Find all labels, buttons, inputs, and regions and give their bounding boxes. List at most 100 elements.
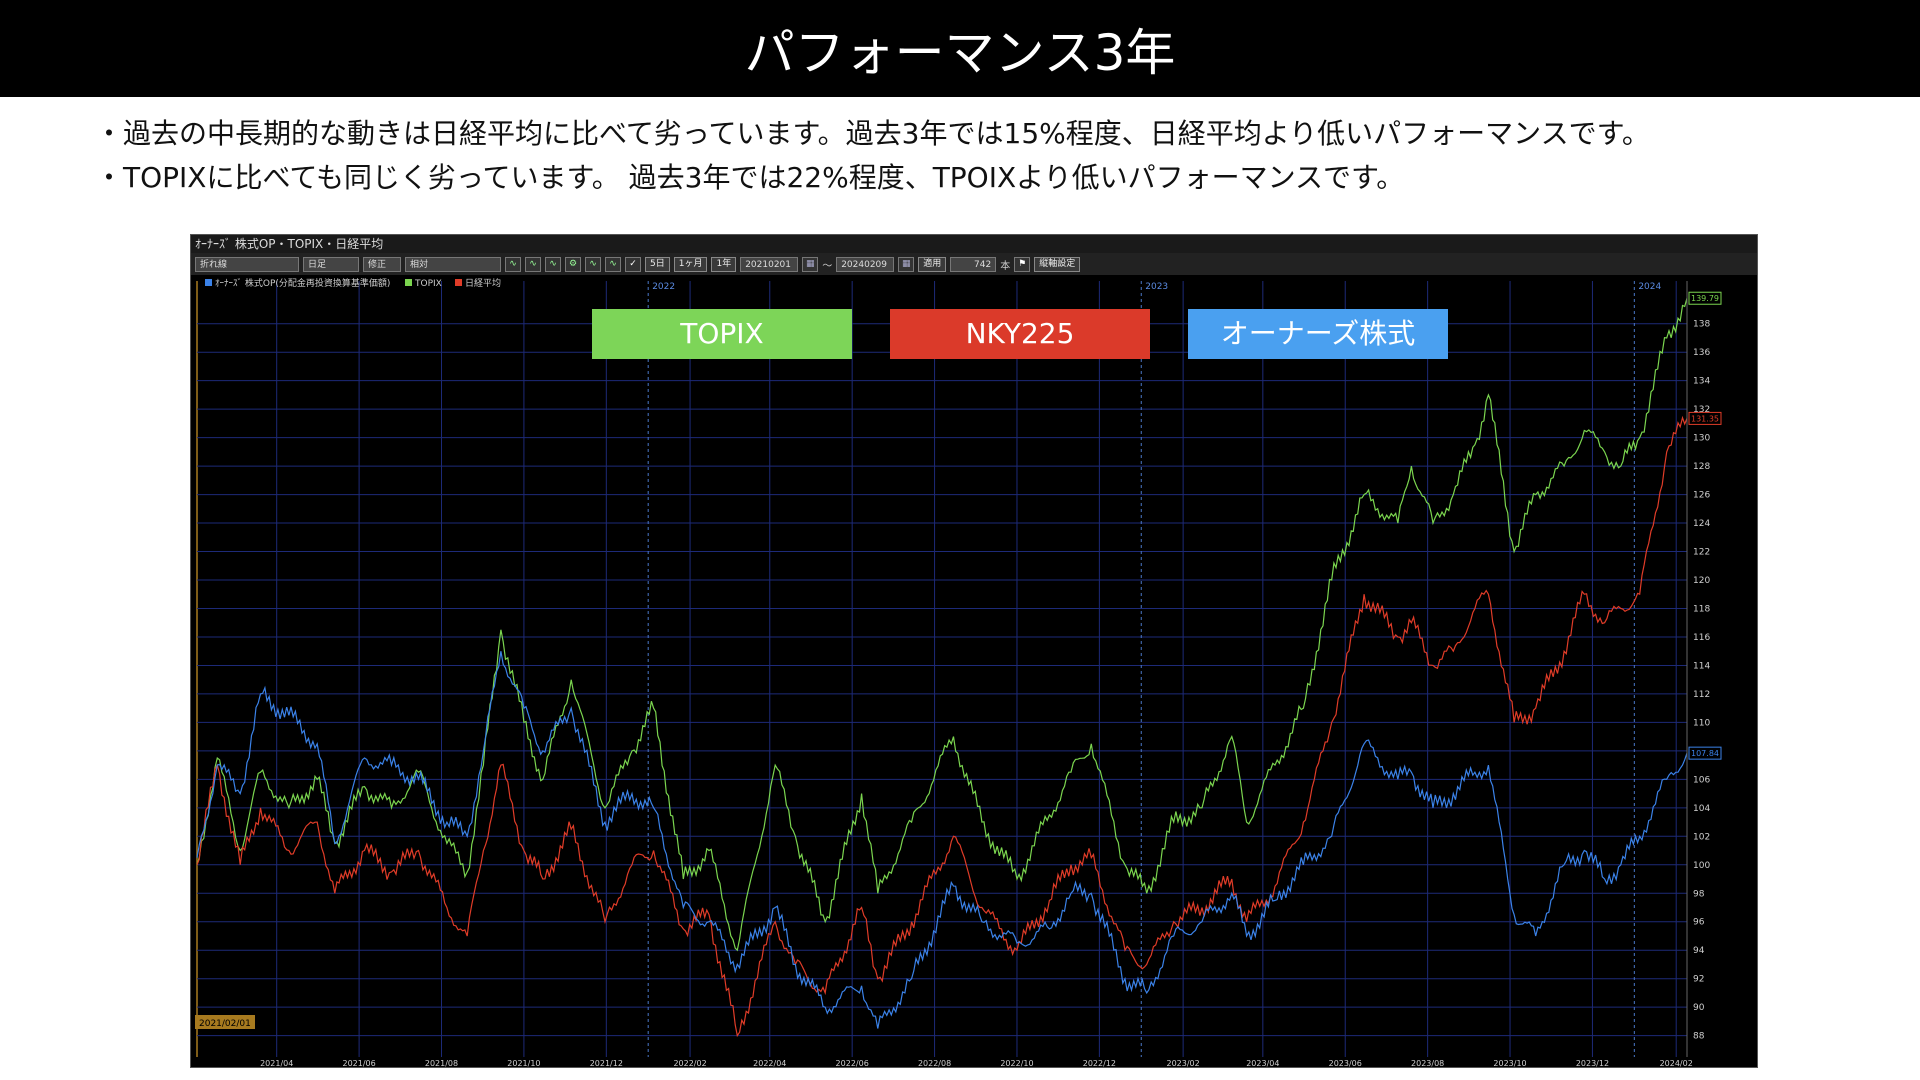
y-tick-label: 102 (1693, 832, 1710, 842)
end-value-label-nikkei: 131.35 (1691, 414, 1719, 423)
series-line-nikkei (196, 415, 1688, 1038)
y-tick-label: 128 (1693, 462, 1710, 472)
x-tick-label: 2021/10 (507, 1059, 540, 1067)
trend-icon[interactable]: ∿ (605, 256, 621, 272)
y-tick-label: 114 (1693, 661, 1710, 671)
series-line-topix (196, 298, 1688, 952)
date-from-input[interactable]: 20210201 (740, 256, 799, 272)
start-date-badge: 2021/02/01 (195, 1015, 255, 1029)
y-tick-label: 88 (1693, 1032, 1705, 1042)
check-icon[interactable]: ✓ (625, 256, 641, 272)
x-tick-label: 2023/10 (1493, 1059, 1526, 1067)
compare-chart-icon[interactable]: ∿ (545, 256, 561, 272)
scale-select[interactable]: 相対 (405, 256, 501, 272)
y-tick-label: 136 (1693, 348, 1710, 358)
adjust-select[interactable]: 修正 (363, 256, 401, 272)
x-tick-label: 2022/02 (673, 1059, 706, 1067)
line-chart-icon[interactable]: ∿ (505, 256, 521, 272)
overlay-badge-topix: TOPIX (592, 309, 852, 359)
y-tick-label: 106 (1693, 775, 1710, 785)
y-tick-label: 92 (1693, 975, 1704, 985)
legend-label-nikkei: 日経平均 (465, 277, 501, 289)
slide-title: パフォーマンス3年 (0, 0, 1920, 97)
legend-label-owners: ｵｰﾅｰｽﾞ 株式OP(分配金再投資換算基準価額) (215, 277, 390, 289)
legend-swatch-topix (405, 279, 412, 286)
overlay-label-topix: TOPIX (679, 317, 763, 350)
chart-window: ｵｰﾅｰｽﾞ 株式OP・TOPIX・日経平均 折れ線 日足 修正 相対 ∿ ∿ … (190, 234, 1758, 1068)
date-separator: 〜 (822, 260, 833, 272)
area-chart-icon[interactable]: ∿ (525, 256, 541, 272)
y-tick-label: 122 (1693, 548, 1710, 558)
overlay-label-nikkei: NKY225 (966, 317, 1075, 350)
y-tick-label: 130 (1693, 434, 1710, 444)
x-tick-label: 2022/12 (1083, 1059, 1116, 1067)
x-tick-label: 2021/12 (590, 1059, 623, 1067)
range-1m-button[interactable]: 1ヶ月 (673, 256, 708, 272)
year-marker-label: 2023 (1145, 282, 1168, 292)
bullet-list: ・過去の中長期的な動きは日経平均に比べて劣っています。過去3年では15%程度、日… (95, 112, 1895, 200)
bullet-item-1: ・過去の中長期的な動きは日経平均に比べて劣っています。過去3年では15%程度、日… (95, 117, 1650, 150)
overlay-label-owners: オーナーズ株式 (1221, 317, 1416, 350)
end-value-box-nikkei (1688, 411, 1722, 425)
x-tick-label: 2024/02 (1660, 1059, 1693, 1067)
series-lines (196, 298, 1688, 1038)
end-value-box-topix (1688, 291, 1722, 305)
y-tick-label: 138 (1693, 320, 1710, 330)
bar-count-input[interactable]: 742 (950, 256, 997, 272)
legend-label-topix: TOPIX (414, 279, 442, 289)
indicator-icon[interactable]: ∿ (585, 256, 601, 272)
date-to-input[interactable]: 20240209 (836, 256, 895, 272)
x-tick-label: 2021/04 (260, 1059, 293, 1067)
x-tick-label: 2022/08 (918, 1059, 951, 1067)
x-tick-label: 2021/08 (425, 1059, 458, 1067)
year-markers: 2022 2023 2024 (647, 281, 1661, 1057)
legend-swatch-owners (205, 279, 212, 286)
y-tick-label: 132 (1693, 405, 1710, 415)
series-line-owners (196, 651, 1688, 1029)
y-tick-label: 116 (1693, 633, 1710, 643)
calendar-icon[interactable]: ▦ (898, 256, 915, 272)
y-tick-label: 110 (1693, 718, 1710, 728)
calendar-icon[interactable]: ▦ (802, 256, 819, 272)
range-1y-button[interactable]: 1年 (711, 256, 737, 272)
chart-type-select[interactable]: 折れ線 (195, 256, 299, 272)
bar-count-unit: 本 (1000, 260, 1011, 272)
chart-axes: 8890929496981001021041061081101121141161… (260, 281, 1722, 1067)
settings-gear-icon[interactable]: ⚙ (565, 256, 581, 272)
x-tick-label: 2023/08 (1411, 1059, 1444, 1067)
apply-button[interactable]: 適用 (918, 256, 947, 272)
axis-setting-button[interactable]: 縦軸設定 (1034, 256, 1081, 272)
x-tick-label: 2021/06 (342, 1059, 375, 1067)
y-tick-label: 94 (1693, 946, 1705, 956)
x-tick-label: 2022/10 (1000, 1059, 1033, 1067)
bullet-item-2: ・TOPIXに比べても同じく劣っています。 過去3年では22%程度、TPOIXよ… (95, 161, 1405, 194)
overlay-badge-nikkei: NKY225 (890, 309, 1150, 359)
y-tick-label: 124 (1693, 519, 1710, 529)
y-tick-label: 118 (1693, 604, 1710, 614)
y-tick-label: 98 (1693, 889, 1705, 899)
y-tick-label: 126 (1693, 491, 1710, 501)
period-type-select[interactable]: 日足 (303, 256, 359, 272)
x-tick-label: 2023/12 (1576, 1059, 1609, 1067)
end-value-box-owners (1688, 746, 1722, 760)
flag-icon[interactable]: ⚑ (1014, 256, 1031, 272)
chart-legend: ｵｰﾅｰｽﾞ 株式OP(分配金再投資換算基準価額) TOPIX 日経平均 (205, 277, 501, 289)
chart-toolbar: 折れ線 日足 修正 相対 ∿ ∿ ∿ ⚙ ∿ ∿ ✓ 5日 1ヶ月 1年 202… (191, 253, 1757, 275)
y-tick-label: 100 (1693, 861, 1710, 871)
legend-swatch-nikkei (455, 279, 462, 286)
start-date-label: 2021/02/01 (199, 1019, 251, 1029)
y-tick-label: 96 (1693, 918, 1705, 928)
x-tick-label: 2022/04 (753, 1059, 786, 1067)
x-tick-label: 2023/02 (1167, 1059, 1200, 1067)
x-tick-label: 2023/06 (1329, 1059, 1362, 1067)
x-tick-label: 2022/06 (836, 1059, 869, 1067)
range-5d-button[interactable]: 5日 (645, 256, 670, 272)
y-tick-label: 112 (1693, 690, 1710, 700)
year-marker-label: 2022 (652, 282, 675, 292)
chart-grid (196, 281, 1687, 1057)
y-tick-label: 134 (1693, 377, 1710, 387)
year-marker-label: 2024 (1638, 282, 1661, 292)
y-tick-label: 104 (1693, 804, 1710, 814)
end-value-label-topix: 139.79 (1691, 294, 1719, 303)
